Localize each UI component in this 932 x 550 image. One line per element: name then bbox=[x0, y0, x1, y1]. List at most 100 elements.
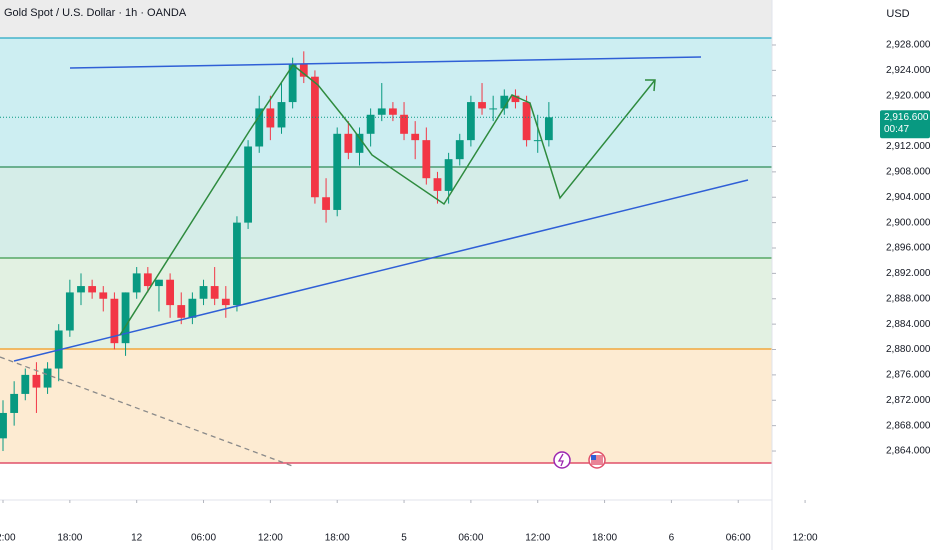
x-tick-label: 06:00 bbox=[726, 533, 751, 544]
candle-body bbox=[221, 298, 230, 306]
candle-body bbox=[511, 95, 520, 103]
currency-label[interactable]: USD bbox=[886, 8, 909, 20]
x-tick-label: 06:00 bbox=[191, 533, 216, 544]
candle-body bbox=[177, 305, 186, 318]
candle-body bbox=[366, 114, 375, 134]
flag-glyph bbox=[591, 455, 596, 460]
y-tick-label: 2,900.000 bbox=[886, 217, 931, 228]
candle-body bbox=[455, 140, 464, 160]
candle-body bbox=[333, 133, 342, 210]
x-tick-label: 06:00 bbox=[458, 533, 483, 544]
x-tick-label: 18:00 bbox=[592, 533, 617, 544]
candle-body bbox=[233, 222, 241, 306]
x-tick-label: 6 bbox=[669, 533, 675, 544]
candle-body bbox=[32, 374, 41, 388]
candle-body bbox=[500, 95, 509, 109]
candle-body bbox=[544, 117, 553, 141]
candles bbox=[0, 51, 553, 452]
trend-line bbox=[13, 179, 749, 362]
candle-body bbox=[255, 108, 264, 147]
drawings bbox=[0, 56, 749, 468]
candle-body bbox=[322, 197, 330, 210]
candle-body bbox=[311, 76, 319, 198]
y-tick-label: 2,912.000 bbox=[886, 141, 931, 152]
candle-body bbox=[433, 178, 442, 191]
event-icons[interactable] bbox=[553, 451, 606, 469]
candle-body bbox=[344, 133, 353, 153]
x-tick-label: 18:00 bbox=[325, 533, 350, 544]
candle-body bbox=[43, 368, 52, 388]
candle-body bbox=[199, 286, 208, 299]
dashed-line bbox=[0, 356, 296, 468]
candle-body bbox=[210, 286, 219, 299]
y-tick-label: 2,872.000 bbox=[886, 395, 931, 406]
y-tick-label: 2,904.000 bbox=[886, 192, 931, 203]
chart-title: Gold Spot / U.S. Dollar · 1h · OANDA bbox=[4, 7, 187, 19]
candle-body bbox=[400, 114, 408, 134]
zone-orange bbox=[0, 349, 772, 463]
candle-body bbox=[522, 102, 531, 141]
candle-body bbox=[166, 279, 175, 306]
candle-body bbox=[489, 108, 498, 110]
candle-body bbox=[444, 159, 453, 191]
x-tick-label: 12:00 bbox=[0, 533, 16, 544]
candle-body bbox=[478, 102, 486, 109]
zone-top bbox=[0, 0, 772, 38]
event-icon[interactable] bbox=[553, 451, 571, 469]
y-tick-label: 2,876.000 bbox=[886, 370, 931, 381]
candle-body bbox=[277, 102, 286, 128]
candle-body bbox=[21, 374, 30, 394]
candle-body bbox=[99, 292, 108, 299]
zones bbox=[0, 0, 772, 464]
candle-body bbox=[422, 140, 431, 179]
candle-body bbox=[88, 286, 97, 293]
last-price-label: 2,916.600 bbox=[884, 112, 929, 123]
candle-body bbox=[155, 279, 163, 287]
zone-cyan bbox=[0, 38, 772, 167]
x-tick-label: 12 bbox=[131, 533, 143, 544]
candle-body bbox=[143, 273, 152, 287]
candle-body bbox=[244, 146, 252, 223]
candle-body bbox=[466, 102, 475, 141]
y-tick-label: 2,868.000 bbox=[886, 420, 931, 431]
x-tick-label: 12:00 bbox=[525, 533, 550, 544]
y-tick-label: 2,908.000 bbox=[886, 167, 931, 178]
y-tick-label: 2,884.000 bbox=[886, 319, 931, 330]
y-tick-label: 2,864.000 bbox=[886, 446, 931, 457]
candle-body bbox=[0, 412, 7, 439]
candle-body bbox=[389, 108, 397, 115]
y-tick-label: 2,888.000 bbox=[886, 293, 931, 304]
x-tick-label: 12:00 bbox=[793, 533, 818, 544]
y-tick-label: 2,892.000 bbox=[886, 268, 931, 279]
countdown-label: 00:47 bbox=[884, 124, 909, 135]
candle-body bbox=[110, 298, 119, 344]
arrow-head bbox=[645, 79, 656, 92]
candle-body bbox=[266, 108, 275, 128]
candle-body bbox=[132, 273, 141, 293]
candle-body bbox=[10, 393, 19, 413]
y-tick-label: 2,920.000 bbox=[886, 90, 931, 101]
trend-line bbox=[69, 56, 702, 69]
candle-body bbox=[65, 292, 74, 331]
y-tick-label: 2,924.000 bbox=[886, 65, 931, 76]
axes: 2,864.000 2,868.000 2,872.000 2,876.000 2,88… bbox=[0, 40, 931, 544]
event-icon-glyph bbox=[557, 453, 564, 467]
candle-body bbox=[121, 292, 130, 344]
candle-body bbox=[533, 140, 542, 142]
candle-body bbox=[188, 298, 197, 318]
zone-teal bbox=[0, 167, 772, 258]
candle-body bbox=[288, 64, 297, 103]
y-tick-label: 2,896.000 bbox=[886, 243, 931, 254]
candle-body bbox=[77, 286, 85, 293]
candle-body bbox=[355, 133, 364, 153]
projection-path bbox=[119, 63, 656, 336]
candle-body bbox=[299, 64, 308, 77]
flag-glyph bbox=[591, 455, 603, 465]
x-tick-label: 5 bbox=[401, 533, 407, 544]
last-price-box bbox=[880, 110, 930, 139]
candle-body bbox=[411, 133, 420, 141]
x-tick-label: 18:00 bbox=[57, 533, 82, 544]
x-tick-label: 12:00 bbox=[258, 533, 283, 544]
y-tick-label: 2,880.000 bbox=[886, 344, 931, 355]
